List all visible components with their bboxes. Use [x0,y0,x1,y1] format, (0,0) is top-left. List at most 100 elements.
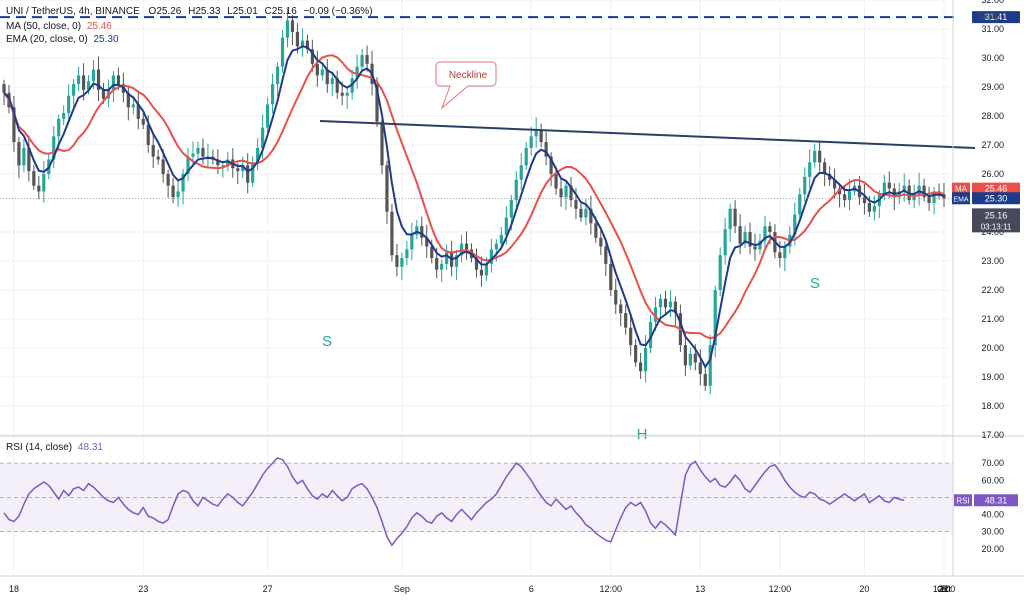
ema-line-layer [3,45,945,369]
candle-down [479,269,484,276]
rsi-legend[interactable]: RSI (14, close) 48.31 [6,442,103,453]
left-shoulder-label: S [322,333,332,350]
candle-down [673,301,678,314]
candle-up [519,165,523,180]
candle-down [146,124,150,145]
candle-up [67,95,71,114]
candle-up [251,162,255,183]
price-tick-label: 28.00 [981,111,1004,121]
time-tick-label: Oct [937,584,952,594]
candle-down [161,159,165,174]
candle-down [96,69,101,90]
candle-up [410,234,414,250]
price-tick-label: 26.00 [981,169,1004,179]
candle-up [86,81,91,90]
price-tick-label: 30.00 [981,53,1004,63]
candle-up [882,182,886,195]
candle-down [738,226,742,244]
candle-up [808,162,812,177]
rsi-tick-label: 70.00 [981,458,1004,468]
candle-up [415,226,419,235]
candle-down [201,147,205,157]
ma-legend[interactable]: MA (50, close, 0) 25.46 [6,21,112,32]
candle-up [131,104,135,108]
ma-value-badge: 25.46 [985,184,1008,194]
candle-down [867,203,871,212]
candle-down [927,197,931,203]
low-label: L [227,6,233,17]
candle-down [166,174,170,186]
candle-up [484,263,489,276]
candle-up [529,136,533,148]
candle-down [236,168,240,172]
candle-down [295,31,300,47]
ema-tag: EMA [953,196,969,203]
candle-down [141,118,145,125]
candle-up [813,150,817,163]
candle-up [256,147,260,163]
candle-down [420,226,424,238]
candle-down [464,243,469,250]
ma-line-layer [3,54,945,340]
candle-down [778,252,782,259]
neckline-label: Neckline [449,70,488,81]
candle-down [922,185,926,198]
candle-down [395,255,399,267]
candle-down [828,174,832,180]
neckline-callout [435,61,497,110]
candle-down [599,237,603,247]
candle-up [454,255,459,267]
currency-label: USDT [980,12,1002,21]
candle-up [653,307,658,322]
candle-down [430,246,434,259]
time-tick-label: 12:00 [933,584,956,594]
rsi-value-badge-bg [974,494,1018,507]
resistance-badge: 31.41 [985,12,1008,22]
candle-down [569,185,573,201]
candle-up [917,185,921,195]
candle-up [534,130,538,137]
candle-up [405,249,409,259]
candle-down [216,159,220,166]
candle-down [554,174,558,189]
ema-legend-label: EMA (20, close, 0) [6,34,88,45]
candle-up [783,246,787,259]
candle-down [574,200,578,209]
candle-up [743,232,747,244]
candle-up [494,243,498,250]
candle-up [514,179,518,201]
candle-down [818,150,822,163]
ema-legend[interactable]: EMA (20, close, 0) 25.30 [6,34,119,45]
high-label: H [188,6,196,17]
candle-up [643,348,648,372]
candle-down [609,263,613,290]
candle-up [658,298,663,308]
candle-down [380,121,384,166]
ma-line [3,54,945,340]
candle-up [718,255,722,290]
candle-down [549,156,553,174]
candle-down [27,147,31,172]
time-tick-label: 23 [138,584,148,594]
ma-tag: MA [955,185,968,194]
candle-up [320,69,324,76]
candle-up [330,78,334,85]
ma-value-badge-bg [972,182,1020,195]
candle-up [72,84,76,96]
candle-up [847,191,852,201]
candle-down [594,223,598,238]
candle-up [728,208,732,230]
candle-up [300,40,305,47]
candle-up [345,92,349,96]
ma-legend-value: 25.46 [86,21,112,32]
candle-up [793,214,797,235]
candle-up [504,217,508,235]
candle-down [629,327,633,346]
candle-up [499,234,503,244]
candle-up [62,113,66,119]
candle-up [648,321,653,348]
candle-down [17,142,21,166]
time-tick-label: 12:00 [600,584,623,594]
candle-down [101,89,106,99]
